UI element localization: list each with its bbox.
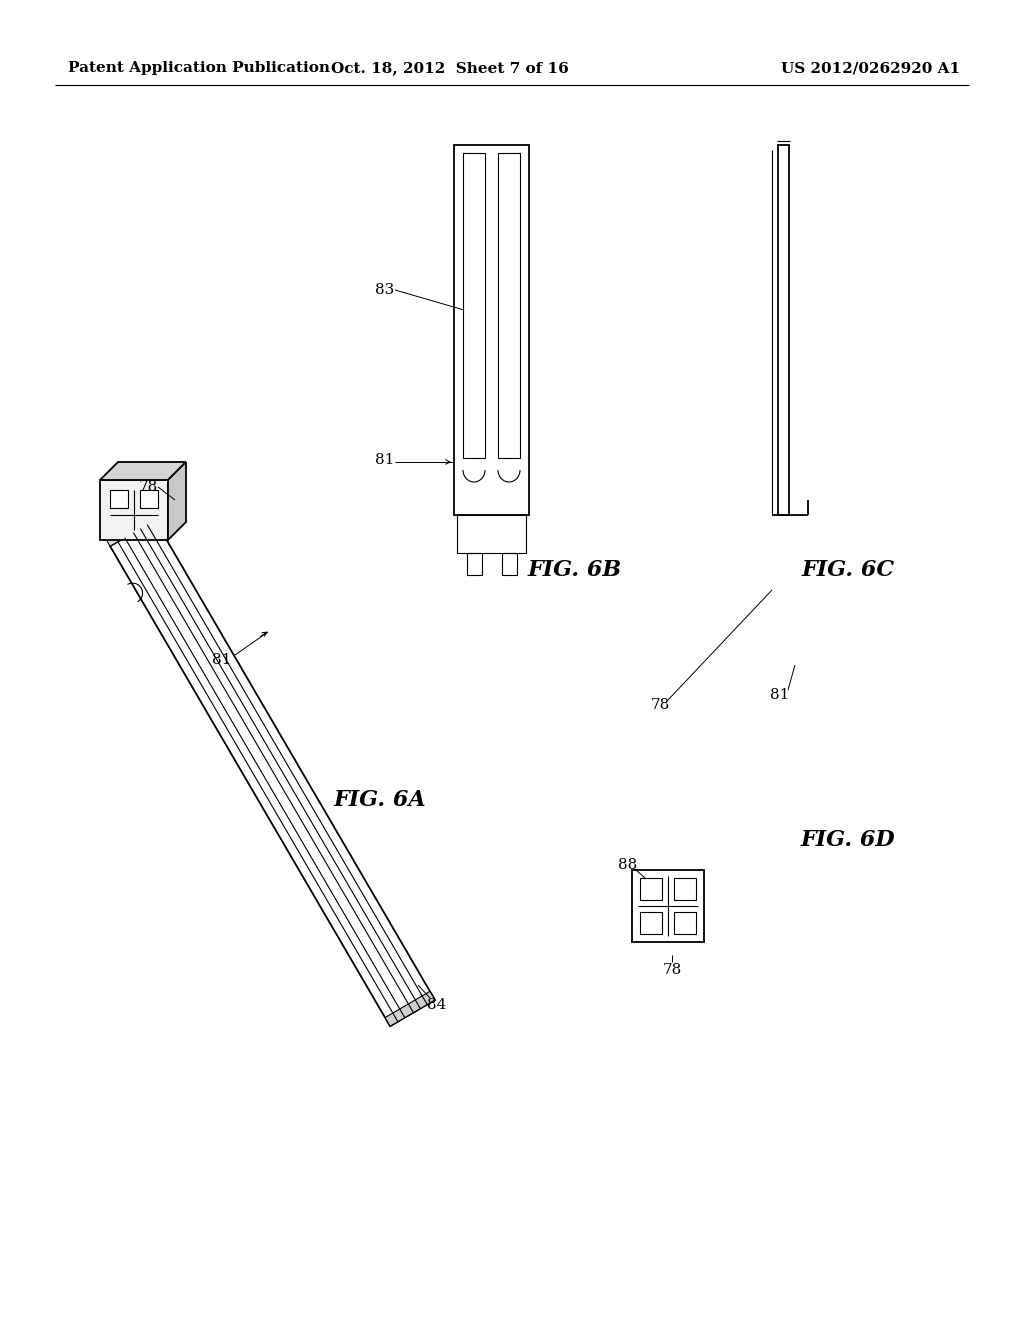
Text: Patent Application Publication: Patent Application Publication: [68, 61, 330, 75]
Bar: [467, 553, 482, 576]
Polygon shape: [105, 511, 155, 546]
Text: FIG. 6A: FIG. 6A: [334, 789, 426, 810]
Text: FIG. 6C: FIG. 6C: [802, 558, 895, 581]
Bar: [674, 912, 696, 935]
Text: 78: 78: [650, 698, 670, 711]
Bar: [674, 878, 696, 900]
Bar: [502, 553, 517, 576]
Bar: [463, 153, 485, 458]
Text: 83: 83: [376, 282, 394, 297]
Text: 81: 81: [376, 453, 394, 467]
Bar: [498, 153, 520, 458]
Text: 84: 84: [427, 998, 446, 1012]
Text: 88: 88: [618, 858, 638, 873]
Text: Oct. 18, 2012  Sheet 7 of 16: Oct. 18, 2012 Sheet 7 of 16: [331, 61, 569, 75]
Polygon shape: [100, 462, 186, 480]
Bar: [110, 490, 128, 508]
Bar: [632, 870, 705, 942]
Polygon shape: [168, 462, 186, 540]
Bar: [640, 912, 662, 935]
Bar: [454, 145, 529, 515]
Text: 81: 81: [212, 653, 231, 667]
Text: US 2012/0262920 A1: US 2012/0262920 A1: [781, 61, 961, 75]
Text: FIG. 6D: FIG. 6D: [801, 829, 895, 851]
Text: 78: 78: [663, 964, 682, 977]
Bar: [640, 878, 662, 900]
Polygon shape: [100, 480, 168, 540]
Polygon shape: [111, 520, 435, 1026]
Bar: [778, 145, 790, 515]
Bar: [457, 515, 526, 553]
Text: 78: 78: [138, 480, 158, 494]
Text: 81: 81: [770, 688, 790, 702]
Bar: [140, 490, 158, 508]
Text: FIG. 6B: FIG. 6B: [528, 558, 622, 581]
Polygon shape: [385, 991, 435, 1026]
